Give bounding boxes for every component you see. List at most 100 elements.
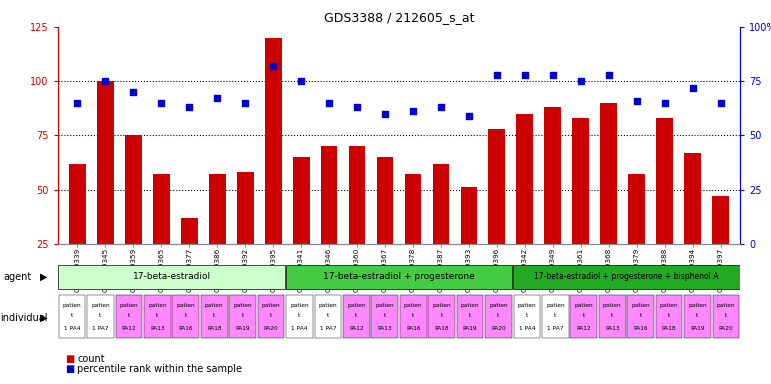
Text: patien: patien	[91, 303, 109, 308]
Bar	[286, 265, 512, 289]
Text: t: t	[355, 313, 358, 318]
Text: patien: patien	[489, 303, 508, 308]
Point	[407, 108, 419, 114]
Text: PA16: PA16	[634, 326, 648, 331]
Point	[631, 98, 643, 104]
Text: patien: patien	[574, 303, 593, 308]
Point	[435, 104, 447, 110]
Point	[490, 71, 503, 78]
Point	[519, 71, 531, 78]
Text: t: t	[668, 313, 670, 318]
Bar	[153, 174, 170, 298]
Bar	[460, 187, 477, 298]
Text: PA20: PA20	[491, 326, 506, 331]
Text: patien: patien	[148, 303, 167, 308]
Bar	[181, 218, 197, 298]
Text: patien: patien	[461, 303, 480, 308]
Text: patien: patien	[120, 303, 138, 308]
Text: t: t	[725, 313, 727, 318]
Bar	[376, 157, 393, 298]
Point	[323, 100, 335, 106]
Bar	[125, 136, 142, 298]
Text: 1 PA7: 1 PA7	[320, 326, 336, 331]
Bar	[712, 196, 729, 298]
Text: patien: patien	[603, 303, 621, 308]
Bar	[544, 107, 561, 298]
Text: patien: patien	[404, 303, 423, 308]
Bar	[69, 164, 86, 298]
Bar	[542, 295, 569, 338]
Text: PA19: PA19	[463, 326, 477, 331]
Point	[155, 100, 167, 106]
Text: PA16: PA16	[179, 326, 193, 331]
Text: patien: patien	[347, 303, 365, 308]
Text: t: t	[128, 313, 130, 318]
Point	[295, 78, 308, 84]
Text: patien: patien	[290, 303, 309, 308]
Text: PA19: PA19	[690, 326, 705, 331]
Text: 1 PA4: 1 PA4	[291, 326, 308, 331]
Text: t: t	[554, 313, 557, 318]
Bar	[628, 295, 654, 338]
Bar	[200, 295, 227, 338]
Point	[239, 100, 251, 106]
Point	[574, 78, 587, 84]
Text: t: t	[497, 313, 500, 318]
Text: PA13: PA13	[605, 326, 620, 331]
Bar	[372, 295, 398, 338]
Bar	[456, 295, 483, 338]
Text: t: t	[696, 313, 699, 318]
Bar	[571, 295, 598, 338]
Text: patien: patien	[517, 303, 537, 308]
Text: t: t	[298, 313, 301, 318]
Text: patien: patien	[433, 303, 451, 308]
Text: PA12: PA12	[577, 326, 591, 331]
Text: patien: patien	[660, 303, 678, 308]
Bar	[400, 295, 426, 338]
Text: patien: patien	[375, 303, 394, 308]
Bar	[348, 146, 365, 298]
Bar	[343, 295, 370, 338]
Text: ▶: ▶	[40, 272, 48, 282]
Bar	[116, 295, 143, 338]
Bar	[656, 118, 673, 298]
Bar	[599, 295, 625, 338]
Text: t: t	[639, 313, 641, 318]
Bar	[513, 265, 739, 289]
Title: GDS3388 / 212605_s_at: GDS3388 / 212605_s_at	[324, 11, 474, 24]
Text: t: t	[327, 313, 329, 318]
Bar	[517, 114, 534, 298]
Bar	[97, 81, 114, 298]
Point	[99, 78, 112, 84]
Point	[211, 95, 224, 101]
Bar	[485, 295, 512, 338]
Point	[71, 100, 83, 106]
Text: individual: individual	[0, 313, 48, 323]
Point	[183, 104, 195, 110]
Bar	[315, 295, 342, 338]
Text: 17-beta-estradiol + progesterone + bisphenol A: 17-beta-estradiol + progesterone + bisph…	[534, 272, 719, 281]
Point	[603, 71, 615, 78]
Text: PA16: PA16	[406, 326, 420, 331]
Bar	[237, 172, 254, 298]
Bar	[489, 129, 505, 298]
Text: t: t	[469, 313, 471, 318]
Bar	[655, 295, 682, 338]
Bar	[513, 295, 540, 338]
Text: t: t	[213, 313, 215, 318]
Point	[715, 100, 727, 106]
Bar	[628, 174, 645, 298]
Point	[658, 100, 671, 106]
Text: PA13: PA13	[150, 326, 165, 331]
Bar	[173, 295, 199, 338]
Bar	[684, 153, 701, 298]
Text: PA20: PA20	[719, 326, 733, 331]
Bar	[712, 295, 739, 338]
Text: ▶: ▶	[40, 313, 48, 323]
Text: patien: patien	[62, 303, 82, 308]
Text: PA19: PA19	[235, 326, 250, 331]
Text: patien: patien	[234, 303, 252, 308]
Point	[351, 104, 363, 110]
Bar	[209, 174, 226, 298]
Text: PA12: PA12	[349, 326, 364, 331]
